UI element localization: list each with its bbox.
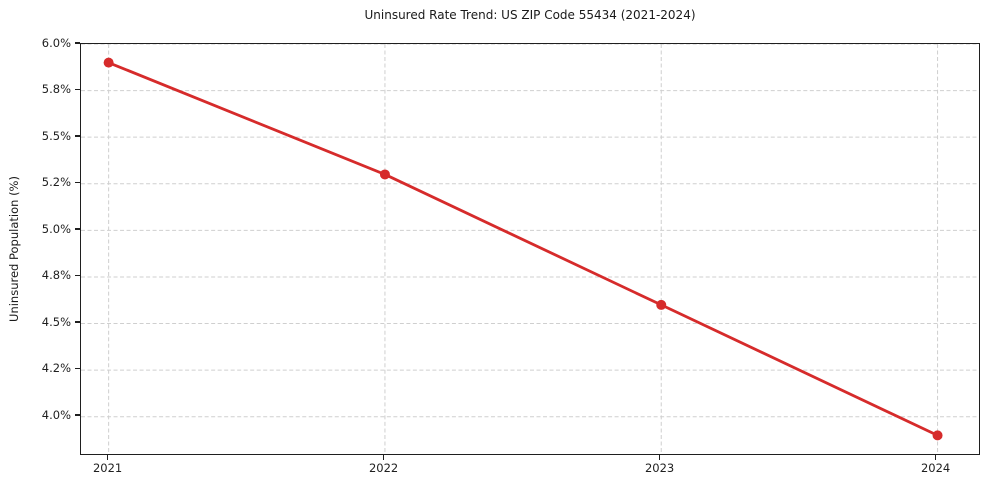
data-point-marker [379, 169, 390, 180]
x-tick-mark [106, 455, 109, 460]
x-tick-label: 2024 [920, 461, 951, 475]
y-tick-mark [75, 88, 80, 91]
y-tick-mark [75, 367, 80, 370]
data-point-marker [103, 57, 114, 68]
y-tick-label: 5.2% [41, 175, 71, 190]
data-point-marker [932, 430, 943, 441]
y-tick-label: 4.8% [41, 268, 71, 283]
x-tick-mark [382, 455, 385, 460]
data-point-marker [656, 299, 667, 310]
y-tick-label: 5.0% [41, 221, 71, 236]
y-tick-label: 5.5% [41, 128, 71, 143]
y-tick-mark [75, 274, 80, 277]
line-chart-canvas [81, 44, 979, 454]
y-tick-label: 4.2% [41, 361, 71, 376]
x-tick-label: 2021 [92, 461, 123, 475]
y-axis-label: Uninsured Population (%) [7, 176, 21, 322]
x-tick-label: 2023 [644, 461, 675, 475]
y-tick-label: 5.8% [41, 82, 71, 97]
y-tick-label: 4.5% [41, 314, 71, 329]
chart-title: Uninsured Rate Trend: US ZIP Code 55434 … [364, 8, 696, 22]
plot-area [80, 43, 980, 455]
y-tick-mark [75, 414, 80, 416]
x-tick-mark [934, 455, 937, 460]
y-tick-mark [75, 181, 80, 184]
y-tick-mark [75, 228, 80, 230]
x-tick-label: 2022 [368, 461, 399, 475]
y-tick-mark [75, 42, 80, 44]
y-tick-mark [75, 321, 80, 323]
y-tick-label: 6.0% [41, 36, 71, 50]
y-tick-mark [75, 135, 80, 137]
x-tick-mark [658, 455, 661, 460]
y-tick-label: 4.0% [41, 407, 71, 422]
trend-line [107, 61, 939, 437]
